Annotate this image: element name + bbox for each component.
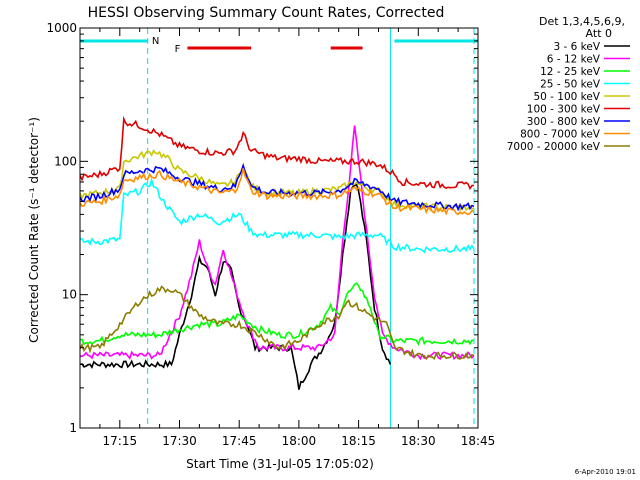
legend-label: 3 - 6 keV [553,41,600,53]
x-tick-label: 17:45 [222,434,257,448]
legend-label: 300 - 800 keV [527,116,601,128]
series-line-7 [80,168,475,216]
legend-label: 12 - 25 keV [540,66,601,78]
series-line-5 [80,115,475,191]
footer-date: 6-Apr-2010 19:01 [575,468,636,476]
flag-label-F: F [175,44,181,55]
x-tick-label: 18:00 [282,434,317,448]
x-tick-label: 18:45 [461,434,496,448]
legend-title-line-1: Det 1,3,4,5,6,9, [539,15,625,28]
legend-label: 6 - 12 keV [547,54,601,66]
legend-label: 50 - 100 keV [533,91,600,103]
x-axis-label: Start Time (31-Jul-05 17:05:02) [186,457,374,471]
series-line-8 [80,285,475,361]
series-lines [80,115,475,390]
x-tick-label: 18:15 [341,434,376,448]
legend-label: 100 - 300 keV [527,104,601,116]
y-tick-label: 1 [69,421,77,435]
x-tick-label: 17:15 [103,434,138,448]
legend-label: 7000 - 20000 keV [507,141,601,153]
x-tick-label: 17:30 [162,434,197,448]
chart-title: HESSI Observing Summary Count Rates, Cor… [88,5,445,21]
y-tick-label: 100 [54,154,77,168]
y-tick-label: 1000 [46,21,77,35]
flag-bars: NF [80,36,478,55]
x-tick-label: 18:30 [401,434,436,448]
series-line-3 [80,177,475,254]
legend-title-line-2: Att 0 [586,27,612,40]
axes: 1 10 100 1000 17:15 17:30 17:45 18:00 18:15 18:30… [46,21,495,448]
series-line-2 [80,282,475,346]
flag-label-N: N [152,36,159,47]
legend-label: 25 - 50 keV [540,79,601,91]
legend-label: 800 - 7000 keV [520,129,601,141]
y-axis-label: Corrected Count Rate (s⁻¹ detector⁻¹) [27,117,41,343]
y-tick-label: 10 [62,288,77,302]
